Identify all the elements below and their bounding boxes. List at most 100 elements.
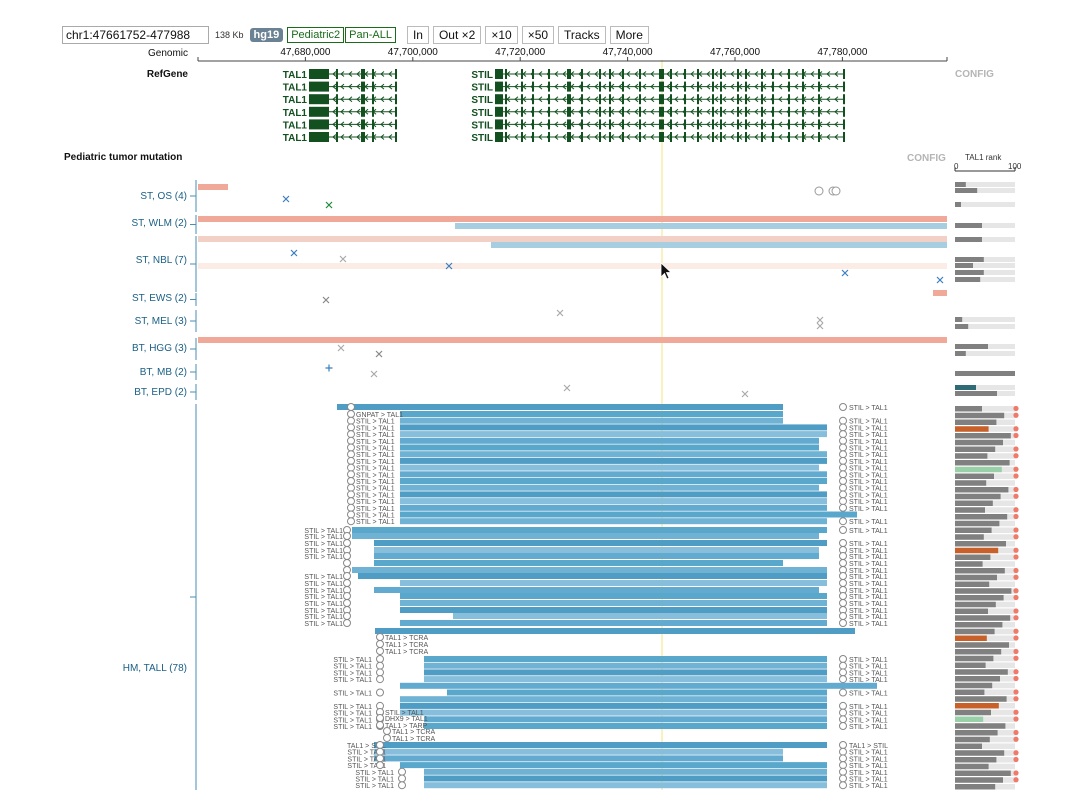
fusion-label: STIL > TAL1 [304, 608, 343, 615]
strand-arrow [380, 96, 385, 103]
group-label-bt-mb[interactable]: BT, MB (2) [140, 367, 187, 378]
group-label-st-wlm[interactable]: ST, WLM (2) [131, 218, 187, 229]
genome-badge[interactable]: hg19 [249, 28, 284, 42]
ruler-tick-label: 47,780,000 [817, 47, 867, 58]
rank-bar [955, 730, 998, 736]
gene-exon [670, 132, 672, 142]
zoom-out-10-button[interactable]: ×10 [485, 26, 518, 44]
gene-exon [336, 69, 338, 79]
group-label-st-nbl[interactable]: ST, NBL (7) [136, 255, 187, 266]
rank-bar [955, 547, 999, 554]
fusion-end-circle [839, 701, 847, 710]
gene-label-stil: STIL [471, 70, 493, 81]
mutation-marker [841, 269, 849, 277]
gene-label-stil: STIL [471, 108, 493, 119]
gene-exon [532, 69, 534, 79]
strand-arrow [810, 108, 815, 115]
fusion-end-circle [343, 612, 351, 620]
strand-arrow [594, 71, 599, 77]
fusion-bar [424, 676, 827, 683]
strand-arrow [538, 108, 543, 115]
strand-arrow [348, 71, 353, 77]
tall-fusion-track[interactable]: STIL > TAL1 GNPAT > TAL1 STIL > TAL1 STIL >… [304, 403, 888, 790]
group-labels: ST, OS (4) ST, WLM (2) ST, NBL (7) ST, E… [123, 191, 187, 674]
rank-track [955, 202, 1015, 207]
gene-exon [720, 119, 722, 130]
fusion-end-circle [839, 741, 847, 749]
rank-bar [955, 534, 984, 540]
fusion-end-circle [347, 456, 355, 465]
fusion-label: STIL > TAL1 [849, 446, 888, 453]
strand-arrow [642, 121, 647, 128]
strand-arrow [356, 134, 361, 140]
dataset-pan-all-button[interactable]: Pan-ALL [345, 27, 396, 43]
group-label-bt-hgg[interactable]: BT, HGG (3) [132, 343, 187, 354]
fusion-end-circle [839, 503, 847, 512]
fusion-label: STIL > TAL1 [304, 581, 343, 588]
rank-track [955, 270, 1015, 275]
gene-exon [737, 69, 739, 79]
strand-arrow [340, 108, 345, 115]
gene-exon [659, 69, 664, 79]
strand-arrow [794, 121, 799, 128]
gene-exon [818, 132, 820, 142]
solid-tumor-mutations[interactable] [198, 184, 947, 398]
gene-exon [772, 94, 774, 105]
strand-arrow [602, 121, 607, 128]
gene-label-stil: STIL [471, 95, 493, 106]
tal1-rank-bars [955, 182, 1019, 790]
gene-exon [599, 69, 601, 79]
group-label-st-mel[interactable]: ST, MEL (3) [135, 316, 187, 327]
toolbar: 138 Kb hg19 Pediatric2 Pan-ALL In Out ×2… [62, 26, 649, 44]
fusion-end-circle [347, 497, 355, 506]
coordinate-input[interactable] [62, 26, 209, 44]
strand-arrow [834, 83, 839, 90]
fusion-bar [424, 716, 827, 723]
fusion-label: GNPAT > TAL1 [356, 412, 403, 419]
zoom-out-button[interactable]: Out ×2 [432, 26, 482, 44]
gene-exon [712, 119, 714, 130]
strand-arrow [642, 96, 647, 103]
fusion-bar [374, 547, 819, 553]
group-label-bt-epd[interactable]: BT, EPD (2) [134, 387, 187, 398]
gene-exon [599, 94, 601, 105]
mutation-marker [445, 262, 453, 270]
strand-arrow [674, 83, 679, 90]
dataset-pediatric2-button[interactable]: Pediatric2 [287, 27, 345, 43]
refgene-config-button[interactable]: CONFIG [955, 69, 994, 80]
fusion-end-circle [839, 526, 847, 534]
zoom-out-50-button[interactable]: ×50 [521, 26, 555, 44]
fusion-label: STIL > TAL1 [356, 446, 395, 453]
strand-arrow [834, 96, 839, 103]
strand-arrow [754, 121, 759, 128]
rank-dot [1013, 655, 1019, 661]
gene-exon [659, 106, 664, 117]
fusion-label: STIL > TAL1 [849, 528, 888, 535]
strand-arrow [538, 83, 543, 90]
strand-arrow [332, 71, 337, 77]
more-button[interactable]: More [609, 26, 649, 44]
group-label-st-os[interactable]: ST, OS (4) [140, 191, 187, 202]
rank-bar [955, 716, 984, 722]
group-label-hm-tall[interactable]: HM, TALL (78) [123, 663, 187, 674]
fusion-label: STIL > TAL1 [333, 670, 372, 677]
mutation-config-button[interactable]: CONFIG [907, 153, 946, 164]
tracks-button[interactable]: Tracks [558, 26, 606, 44]
zoom-in-button[interactable]: In [406, 26, 429, 44]
strand-arrow [834, 71, 839, 77]
fusion-label: STIL > TAL1 [304, 548, 343, 555]
refgene-track[interactable]: TAL1 STIL TAL1 STIL TAL1 STIL TAL1 STIL TAL1 STIL… [283, 69, 845, 144]
gene-exon [521, 81, 523, 92]
rank-bar [955, 662, 986, 668]
fusion-end-circle [347, 510, 355, 519]
gene-exon [548, 106, 550, 117]
gene-exon [581, 69, 583, 79]
gene-exon [843, 106, 845, 117]
strand-arrow [794, 96, 799, 103]
group-label-st-ews[interactable]: ST, EWS (2) [132, 293, 187, 304]
gene-exon [712, 106, 714, 117]
fusion-label: STIL > TAL1 [849, 777, 888, 784]
strand-arrow [754, 108, 759, 115]
rank-dot [1013, 756, 1019, 763]
gene-exon [684, 132, 686, 142]
